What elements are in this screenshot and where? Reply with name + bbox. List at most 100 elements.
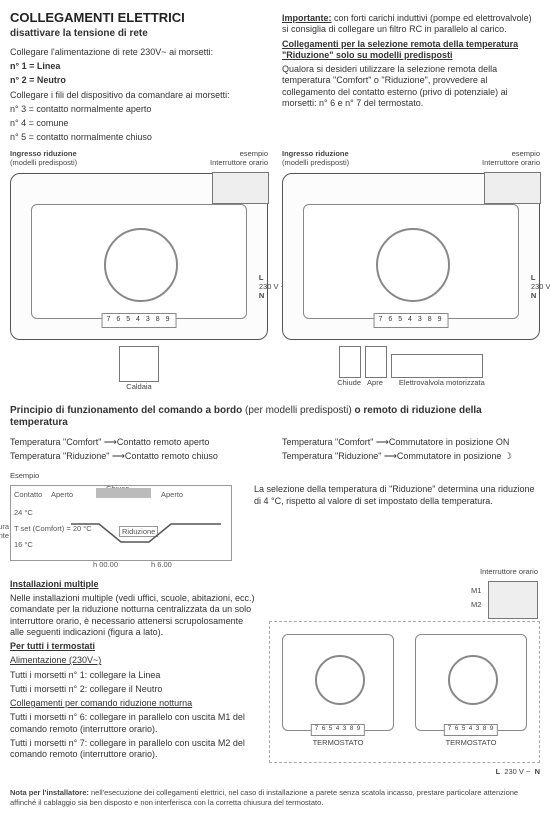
thermostat-face: 7 6 5 4 3 8 9 (31, 204, 247, 319)
valve-apre-icon (365, 346, 387, 378)
pr1a: Temperatura "Comfort" (282, 437, 373, 447)
v-text-2: 230 V ~ (531, 282, 550, 291)
multiple-m7: Tutti i morsetti n° 7: collegare in para… (10, 738, 255, 761)
interruttore-text-2: Interruttore orario (482, 158, 540, 167)
ingresso-label-1: Ingresso riduzione (modelli predisposti) (10, 149, 77, 168)
chart-temp-amb: Temperatura ambiente (0, 522, 9, 541)
n-text-2: N (531, 291, 536, 300)
chart-24: 24 °C (14, 508, 33, 517)
pr1b: Commutatore in posizione ON (389, 437, 510, 447)
subtitle: disattivare la tensione di rete (10, 28, 268, 41)
multi-power: L 230 V ~ N (269, 767, 540, 776)
riduzione-explain: La selezione della temperatura di "Riduz… (254, 484, 540, 507)
timer-label-2: esempio Interruttore orario (482, 149, 540, 168)
multiple-m1: Tutti i morsetti n° 1: collegare la Line… (10, 670, 255, 681)
terminal-strip: 7 6 5 4 3 8 9 (311, 724, 365, 736)
chart-16: 16 °C (14, 540, 33, 549)
multiple-body: Nelle installazioni multiple (vedi uffic… (10, 593, 255, 638)
principle-a: Principio di funzionamento del comando a… (10, 405, 242, 416)
intro-l4: n° 4 = comune (10, 118, 268, 129)
principle-heading: Principio di funzionamento del comando a… (10, 405, 540, 430)
timer-icon (484, 172, 541, 204)
intro-l3: n° 3 = contatto normalmente aperto (10, 104, 268, 115)
thermo-small-1: 7 6 5 4 3 8 9 TERMOSTATO (282, 634, 394, 731)
ingresso-sub: (modelli predisposti) (10, 158, 77, 167)
l-text: L (259, 273, 264, 282)
riduzione-body: Qualora si desideri utilizzare la selezi… (282, 64, 540, 109)
thermostat-face: 7 6 5 4 3 8 9 (303, 204, 519, 319)
multiple-sub2: Collegamenti per comando riduzione nottu… (10, 698, 255, 709)
ingresso-label-2: Ingresso riduzione (modelli predisposti) (282, 149, 349, 168)
terminal-2: n° 2 = Neutro (10, 75, 66, 85)
dial-icon (104, 228, 178, 302)
n-text: N (259, 291, 264, 300)
multiple-m6: Tutti i morsetti n° 6: collegare in para… (10, 712, 255, 735)
pl2a: Temperatura "Riduzione" (10, 451, 109, 461)
principle-right-1: Temperatura "Comfort" Commutatore in posi… (282, 437, 540, 448)
intro-p2: Collegare i fili del dispositivo da coma… (10, 90, 268, 101)
dial-icon (376, 228, 450, 302)
principle-right-2: Temperatura "Riduzione" Commutatore in po… (282, 451, 540, 462)
principle-left-1: Temperatura "Comfort" Contatto remoto ape… (10, 437, 268, 448)
timing-chart: Contatto Aperto Chiuso Aperto Temperatur… (10, 485, 232, 561)
terminal-1: n° 1 = Linea (10, 61, 60, 71)
elettrovalvola-label: Elettrovalvola motorizzata (399, 378, 485, 387)
chart-h0: h 00.00 (93, 560, 118, 569)
multi-diagram: 7 6 5 4 3 8 9 TERMOSTATO 7 6 5 4 3 8 9 T… (269, 621, 540, 763)
intro-l5: n° 5 = contatto normalmente chiuso (10, 132, 268, 143)
important-label: Importante: (282, 13, 332, 23)
multi-int-orario: Interruttore orario (480, 567, 538, 576)
multiple-sub1: Per tutti i termostati (10, 641, 255, 652)
line-label-2: L 230 V ~ N (531, 273, 550, 301)
esempio-text: esempio (240, 149, 268, 158)
ingresso-text: Ingresso riduzione (10, 149, 77, 158)
esempio-text-2: esempio (512, 149, 540, 158)
pl1a: Temperatura "Comfort" (10, 437, 101, 447)
pl2b: Contatto remoto chiuso (125, 451, 218, 461)
chart-aperto-1: Aperto (51, 490, 73, 499)
thermo-small-2: 7 6 5 4 3 8 9 TERMOSTATO (415, 634, 527, 731)
principle-paren: (per modelli predisposti) (245, 405, 352, 416)
timer-icon (212, 172, 269, 204)
chart-aperto-2: Aperto (161, 490, 183, 499)
dial-icon (315, 655, 365, 705)
chart-line-icon (71, 512, 221, 552)
pl1b: Contatto remoto aperto (117, 437, 210, 447)
terminal-strip: 7 6 5 4 3 8 9 (444, 724, 498, 736)
caldaia-label: Caldaia (10, 382, 268, 391)
pr2b: Commutatore in posizione ☽ (397, 451, 512, 461)
apre-label: Apre (367, 378, 383, 387)
timer-label-1: esempio Interruttore orario (210, 149, 268, 168)
ingresso-sub-2: (modelli predisposti) (282, 158, 349, 167)
footer-note: Nota per l'installatore: nell'esecuzione… (10, 788, 540, 807)
chart-esempio: Esempio (10, 471, 240, 480)
multi-n: N (535, 767, 540, 776)
terminal-strip: 7 6 5 4 3 8 9 (102, 313, 177, 328)
ingresso-text-2: Ingresso riduzione (282, 149, 349, 158)
wiring-diagram-2: 7 6 5 4 3 8 9 L 230 V ~ N (282, 173, 540, 340)
multiple-alim: Alimentazione (230V~) (10, 655, 255, 666)
termo-label-2: TERMOSTATO (446, 738, 497, 747)
valve-body-icon (391, 354, 483, 378)
page-title: COLLEGAMENTI ELETTRICI (10, 10, 268, 26)
intro-l2: n° 2 = Neutro (10, 75, 268, 86)
multiple-m2: Tutti i morsetti n° 2: collegare il Neut… (10, 684, 255, 695)
multiple-heading: Installazioni multiple (10, 579, 255, 590)
termo-label-1: TERMOSTATO (313, 738, 364, 747)
chart-pulse (96, 488, 151, 498)
chart-contatto: Contatto (14, 490, 42, 499)
l-text-2: L (531, 273, 536, 282)
multi-v: 230 V ~ (504, 767, 530, 776)
terminal-strip: 7 6 5 4 3 8 9 (374, 313, 449, 328)
footer-label: Nota per l'installatore: (10, 788, 89, 797)
wiring-diagram-1: 7 6 5 4 3 8 9 L 230 V ~ N (10, 173, 268, 340)
important-note: Importante: con forti carichi induttivi … (282, 13, 540, 36)
interruttore-text: Interruttore orario (210, 158, 268, 167)
boiler-icon (119, 346, 159, 382)
multi-l: L (496, 767, 501, 776)
pr2a: Temperatura "Riduzione" (282, 451, 381, 461)
multi-m1-label: M1 (471, 586, 481, 595)
valve-chiude-icon (339, 346, 361, 378)
intro-l1: n° 1 = Linea (10, 61, 268, 72)
multi-m2-label: M2 (471, 600, 481, 609)
